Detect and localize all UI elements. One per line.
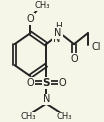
Text: S: S	[43, 78, 50, 88]
Text: CH₃: CH₃	[56, 112, 72, 122]
Text: Cl: Cl	[92, 42, 101, 52]
Text: CH₃: CH₃	[21, 112, 36, 122]
Text: N: N	[43, 94, 50, 104]
Text: H
N: H N	[53, 22, 60, 44]
Text: O: O	[58, 78, 66, 88]
Text: N: N	[54, 28, 62, 38]
Text: O: O	[27, 78, 34, 88]
Text: H: H	[55, 22, 61, 31]
Text: O: O	[70, 54, 78, 64]
Text: O: O	[27, 14, 34, 24]
Text: CH₃: CH₃	[35, 1, 50, 10]
